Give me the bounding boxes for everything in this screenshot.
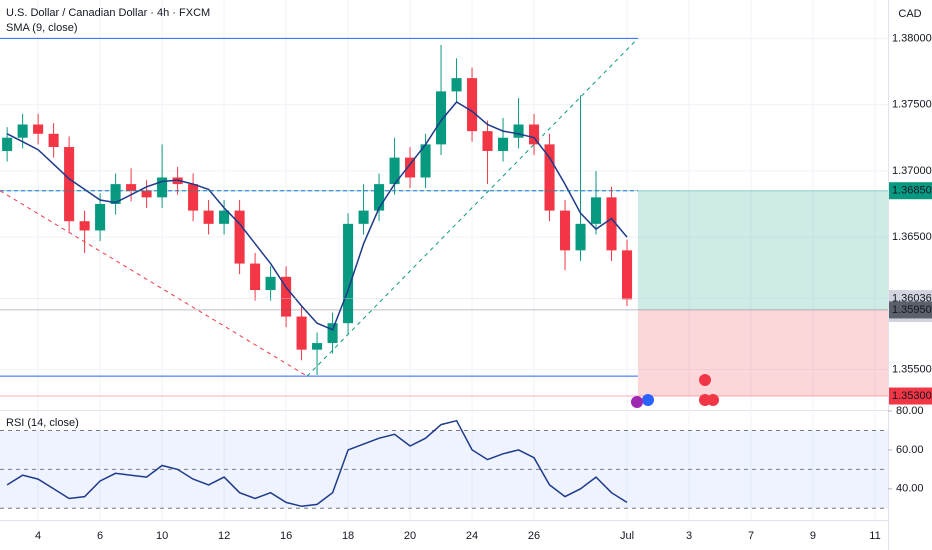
price-tag-label: 1.35300 <box>892 390 932 402</box>
candle-body <box>126 184 137 191</box>
candle-body <box>234 210 245 264</box>
x-tick-label: 12 <box>218 530 230 542</box>
position-target-zone <box>637 190 888 310</box>
candle-body <box>296 316 307 350</box>
candle-body <box>17 124 28 138</box>
sma-line <box>6 101 628 331</box>
candle-body <box>312 343 323 350</box>
x-tick-label: 26 <box>528 530 540 542</box>
y-tick-label: 1.37000 <box>892 165 932 177</box>
candle-body <box>95 203 106 231</box>
rsi-tick-label: 80.00 <box>896 405 924 417</box>
rsi-legend: RSI (14, close) <box>6 417 79 429</box>
price-tag <box>889 301 932 319</box>
event-icons <box>631 374 719 408</box>
x-tick-label: 20 <box>404 530 416 542</box>
candle-body <box>157 177 168 198</box>
candle-body <box>2 137 13 151</box>
x-tick-label: 9 <box>810 530 816 542</box>
candle-body <box>420 144 431 178</box>
x-tick-label: 7 <box>748 530 754 542</box>
trend-line <box>306 38 639 377</box>
candle-body <box>606 197 617 251</box>
price-tag <box>889 182 932 200</box>
rsi-tick-label: 40.00 <box>896 483 924 495</box>
candle-body <box>513 124 524 138</box>
candle-body <box>219 210 230 224</box>
x-tick-label: 11 <box>869 530 880 542</box>
candle-body <box>79 221 90 231</box>
x-tick-label: 24 <box>466 530 478 542</box>
event-icon <box>642 394 654 406</box>
candle-body <box>343 223 354 324</box>
candle-body <box>141 190 152 198</box>
candle-body <box>482 131 493 151</box>
candle-body <box>327 323 338 344</box>
candle-body <box>544 144 555 211</box>
y-tick-label: 1.37500 <box>892 99 932 111</box>
candle-body <box>188 184 199 211</box>
position-stop-zone <box>637 309 888 397</box>
rsi-line <box>6 419 628 508</box>
trend-line <box>0 190 308 377</box>
candle-body <box>48 133 59 148</box>
x-tick-label: 3 <box>686 530 692 542</box>
price-tag <box>889 387 932 405</box>
candle-body <box>374 184 385 211</box>
candle-body <box>590 197 602 224</box>
y-tick-label: 1.38000 <box>892 32 932 44</box>
candle-body <box>281 276 292 317</box>
price-tag-label: 1.35950 <box>892 304 932 316</box>
chart-title: U.S. Dollar / Canadian Dollar · 4h · FXC… <box>6 7 210 19</box>
candle-body <box>529 124 540 145</box>
x-tick-label: 4 <box>35 530 41 542</box>
y-tick-label: 1.35500 <box>892 363 932 375</box>
x-tick-label: 6 <box>97 530 103 542</box>
x-tick-label: 18 <box>342 530 354 542</box>
event-icon <box>699 374 711 386</box>
currency-label: CAD <box>898 8 921 20</box>
candle-body <box>559 210 571 251</box>
candle-body <box>621 250 633 300</box>
candle-body <box>467 78 478 132</box>
candle-body <box>358 210 369 224</box>
sma-legend: SMA (9, close) <box>6 22 78 34</box>
candle-body <box>451 78 462 92</box>
candle-body <box>436 91 447 145</box>
x-tick-label: Jul <box>620 530 634 542</box>
x-tick-label: 10 <box>156 530 168 542</box>
candle-body <box>33 124 44 134</box>
candle-body <box>64 147 75 222</box>
y-tick-label: 1.36500 <box>892 231 932 243</box>
candle-body <box>265 276 276 291</box>
candle-body <box>389 157 400 185</box>
candle-body <box>405 157 416 178</box>
event-icon <box>707 394 719 406</box>
candle-body <box>110 184 121 204</box>
price-tag-label: 1.36850 <box>892 185 932 197</box>
rsi-tick-label: 60.00 <box>896 444 924 456</box>
candle-body <box>498 137 509 151</box>
x-tick-label: 16 <box>280 530 292 542</box>
candle-body <box>575 223 586 251</box>
candle-body <box>250 263 261 291</box>
candle-body <box>203 210 214 224</box>
event-icon <box>631 396 643 408</box>
